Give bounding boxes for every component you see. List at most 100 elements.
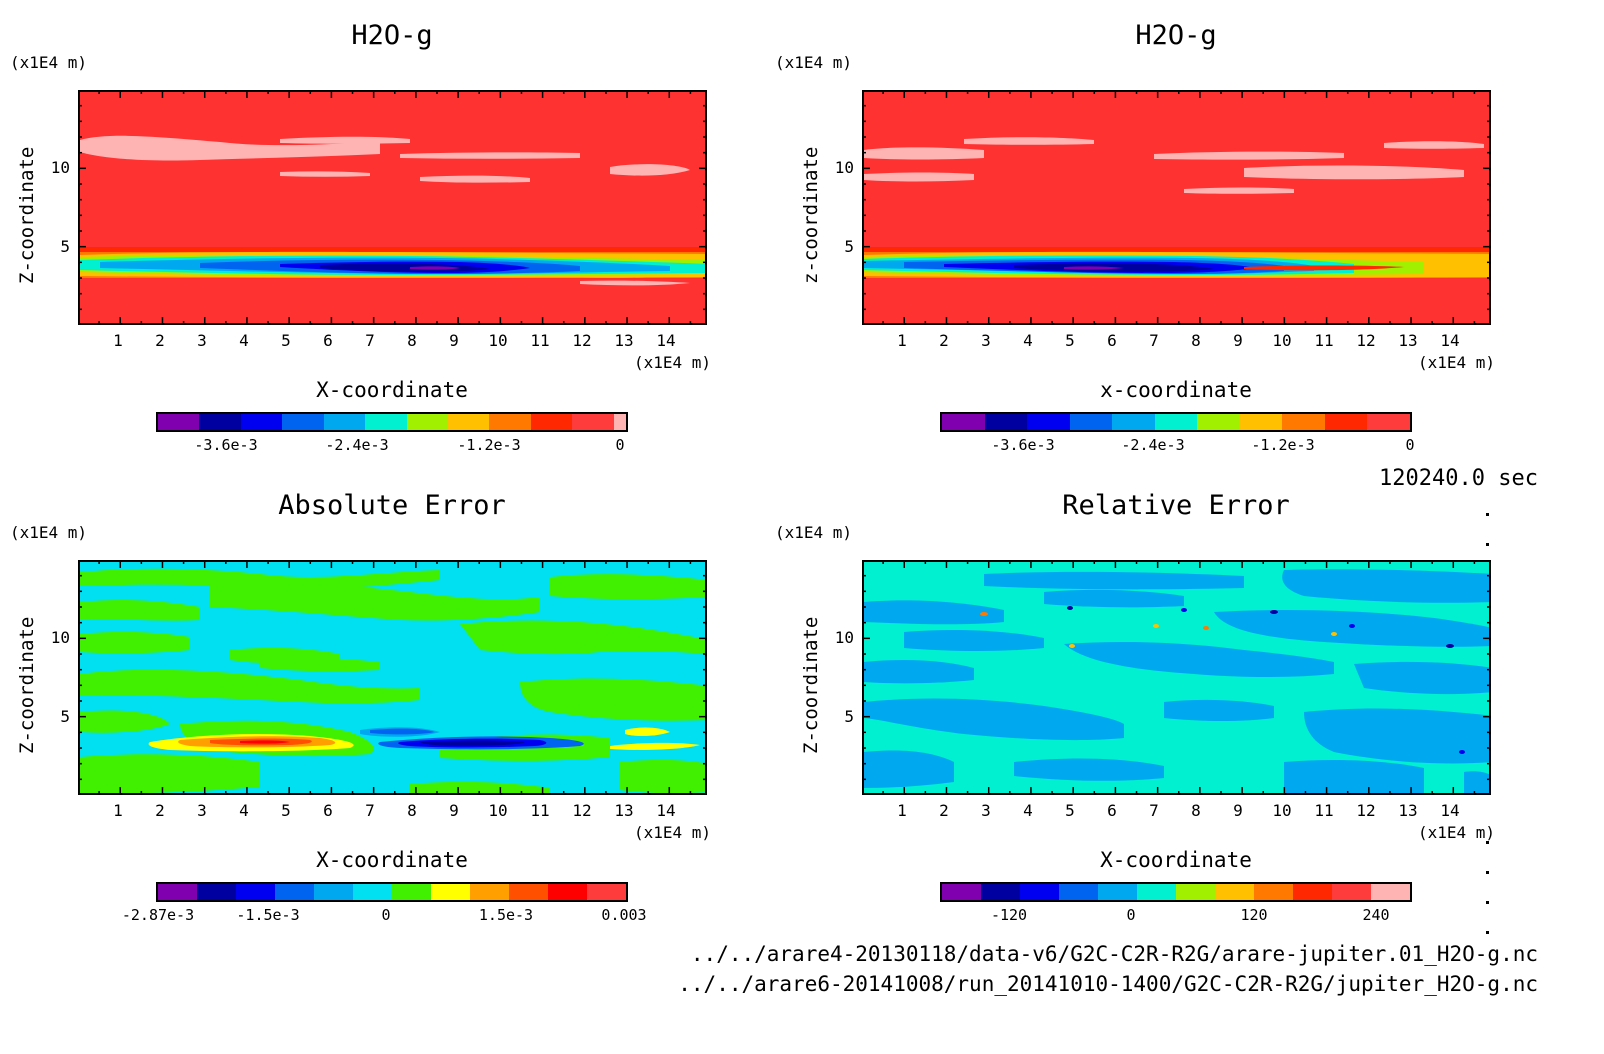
x-tick: 14 [1440,331,1460,350]
x-tick: 6 [323,801,333,820]
y-tick-5: 5 [844,237,854,256]
x-tick: 4 [239,801,249,820]
y-tick-10: 10 [834,628,854,647]
y-unit-label: (x1E4 m) [775,53,853,72]
y-unit-label: (x1E4 m) [10,523,88,542]
x-tick: 10 [1272,331,1292,350]
colorbar-tick: -120 [990,906,1028,924]
x-tick: 9 [449,331,459,350]
colorbar-tick: 0.003 [601,906,647,924]
x-tick: 2 [939,801,949,820]
simulation-time-label: 120240.0 sec [1379,466,1538,491]
y-tick-5: 5 [60,237,70,256]
x-tick: 5 [1065,331,1075,350]
colorbar [156,882,628,902]
y-unit-label: (x1E4 m) [10,53,88,72]
x-tick: 4 [1023,331,1033,350]
colorbar [156,412,628,432]
colorbar-tick: -2.4e-3 [325,436,389,454]
x-tick: 13 [614,801,634,820]
x-tick: 12 [572,801,592,820]
x-tick: 3 [981,801,991,820]
chart-title: Relative Error [1062,490,1290,521]
x-tick: 12 [572,331,592,350]
chart-title: H2O-g [351,20,433,51]
y-tick-5: 5 [60,707,70,726]
colorbar-tick: 0 [1126,906,1136,924]
x-unit-label: (x1E4 m) [634,353,712,372]
x-unit-label: (x1E4 m) [634,823,712,842]
y-unit-label: (x1E4 m) [775,523,853,542]
x-tick: 6 [1107,331,1117,350]
x-tick: 7 [1149,801,1159,820]
x-tick: 11 [1314,331,1334,350]
margin-dot [1486,513,1489,516]
x-tick: 6 [1107,801,1117,820]
margin-dot [1486,841,1489,844]
x-tick: 11 [530,331,550,350]
colorbar-tick: 120 [1240,906,1268,924]
margin-dot [1486,931,1489,934]
x-tick: 7 [1149,331,1159,350]
colorbar-tick: -2.4e-3 [1121,436,1185,454]
x-tick: 14 [1440,801,1460,820]
colorbar-tick: -1.2e-3 [1251,436,1315,454]
x-tick: 1 [897,331,907,350]
colorbar [940,412,1412,432]
file-path-1: ../../arare4-20130118/data-v6/G2C-C2R-R2… [690,942,1538,966]
x-tick: 2 [155,331,165,350]
x-tick: 3 [981,331,991,350]
x-tick: 11 [1314,801,1334,820]
margin-dot [1486,543,1489,546]
x-unit-label: (x1E4 m) [1418,823,1496,842]
y-tick-10: 10 [834,158,854,177]
x-tick: 4 [239,331,249,350]
colorbar-tick: -1.2e-3 [457,436,521,454]
x-tick: 12 [1356,801,1376,820]
x-axis-label: X-coordinate [316,848,468,872]
colorbar-tick: 1.5e-3 [478,906,534,924]
x-tick: 5 [281,331,291,350]
margin-dot [1486,901,1489,904]
x-tick: 4 [1023,801,1033,820]
x-tick: 5 [1065,801,1075,820]
x-tick: 6 [323,331,333,350]
x-tick: 8 [1191,331,1201,350]
y-tick-10: 10 [50,628,70,647]
x-tick: 13 [614,331,634,350]
chart-title: Absolute Error [278,490,506,521]
x-tick: 1 [113,801,123,820]
heatmap-field [864,569,1489,793]
x-tick: 10 [488,801,508,820]
heatmap-plot-area [862,90,1491,325]
x-tick: 8 [407,331,417,350]
colorbar-tick: -1.5e-3 [236,906,300,924]
colorbar-tick: 0 [615,436,625,454]
y-tick-5: 5 [844,707,854,726]
x-axis-label: X-coordinate [1100,848,1252,872]
x-tick: 14 [656,801,676,820]
heatmap-field [80,135,705,323]
chart-title: H2O-g [1135,20,1217,51]
colorbar-tick: 0 [381,906,391,924]
heatmap-field [864,137,1489,323]
x-tick: 10 [1272,801,1292,820]
x-tick: 9 [449,801,459,820]
colorbar-tick: -3.6e-3 [991,436,1055,454]
margin-dot [1486,871,1489,874]
x-tick: 13 [1398,331,1418,350]
x-tick: 5 [281,801,291,820]
x-tick: 11 [530,801,550,820]
x-tick: 14 [656,331,676,350]
colorbar-tick: 0 [1405,436,1415,454]
x-tick: 9 [1233,801,1243,820]
x-tick: 3 [197,801,207,820]
x-tick: 12 [1356,331,1376,350]
file-path-2: ../../arare6-20141008/run_20141010-1400/… [678,972,1538,996]
x-tick: 7 [365,801,375,820]
x-tick: 2 [155,801,165,820]
colorbar-tick: -2.87e-3 [121,906,195,924]
x-tick: 8 [407,801,417,820]
x-axis-label: X-coordinate [316,378,468,402]
x-tick: 2 [939,331,949,350]
